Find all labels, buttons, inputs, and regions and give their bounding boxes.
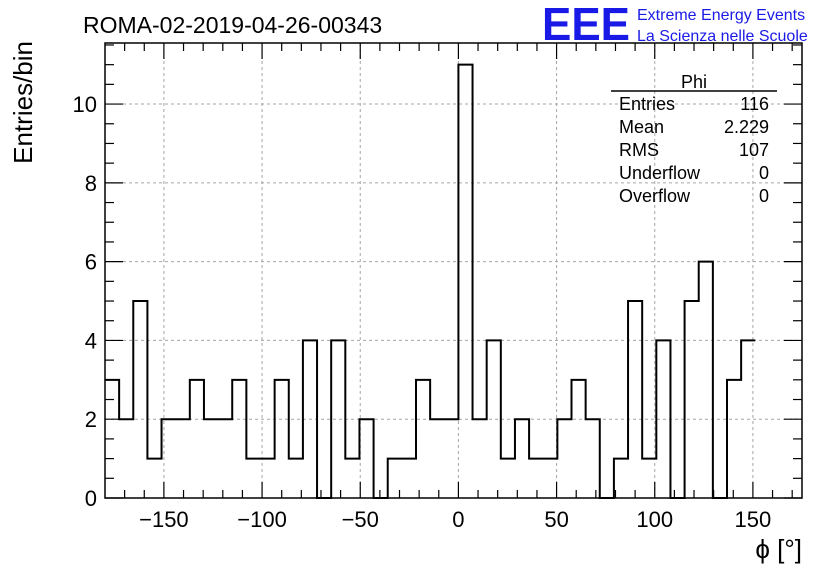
plot-frame <box>104 42 803 499</box>
histogram-bin-24 <box>444 419 458 498</box>
histogram-bin-26 <box>473 419 487 498</box>
histogram-bin-37 <box>628 301 642 498</box>
histogram-bin-30 <box>529 459 543 498</box>
stats-value-mean: 2.229 <box>724 117 769 137</box>
y-tick-label-2: 4 <box>85 328 97 353</box>
histogram-bin-41 <box>685 301 699 498</box>
histogram-bin-9 <box>232 380 246 498</box>
org-name-line1: Extreme Energy Events <box>637 7 805 24</box>
stats-label-entries: Entries <box>619 94 675 114</box>
histogram-bin-1 <box>119 419 133 498</box>
stats-value-entries: 116 <box>740 94 769 114</box>
histogram-bin-10 <box>246 459 260 498</box>
histogram-bin-34 <box>586 419 600 498</box>
stats-value-underflow: 0 <box>759 163 769 183</box>
histogram-bin-12 <box>275 380 289 498</box>
histogram-bin-18 <box>359 419 373 498</box>
stats-box: Phi Entries 116 Mean 2.229 RMS 107 Underflow 0 O… <box>611 72 777 206</box>
histogram-bin-29 <box>515 419 529 498</box>
histogram-bin-22 <box>416 380 430 498</box>
stats-label-overflow: Overflow <box>619 186 691 206</box>
histogram-bin-2 <box>133 301 147 498</box>
histogram-bin-44 <box>727 380 741 498</box>
histogram-bars <box>105 63 756 499</box>
histogram-bin-32 <box>557 419 571 498</box>
y-tick-label-5: 10 <box>73 92 97 117</box>
x-tick-label-5: 100 <box>636 507 673 532</box>
grid-lines <box>105 43 802 498</box>
x-tick-label-2: −50 <box>342 507 379 532</box>
axis-ticks <box>105 43 802 499</box>
histogram-bin-21 <box>402 459 416 498</box>
histogram-outline <box>105 63 756 499</box>
stats-label-mean: Mean <box>619 117 664 137</box>
stats-title: Phi <box>681 72 707 92</box>
y-axis-label: Entries/bin <box>8 41 38 164</box>
x-tick-label-4: 50 <box>544 507 568 532</box>
histogram-bin-17 <box>345 459 359 498</box>
histogram-bin-28 <box>501 459 515 498</box>
stats-label-underflow: Underflow <box>619 163 701 183</box>
y-tick-label-0: 0 <box>85 486 97 511</box>
histogram-bin-31 <box>543 459 557 498</box>
histogram-bin-5 <box>176 419 190 498</box>
histogram-bin-7 <box>204 419 218 498</box>
histogram-bin-27 <box>487 340 501 498</box>
eee-logo: EEE <box>542 0 630 50</box>
histogram-bin-23 <box>430 419 444 498</box>
x-tick-label-1: −100 <box>237 507 287 532</box>
x-tick-label-0: −150 <box>139 507 189 532</box>
stats-value-overflow: 0 <box>759 186 769 206</box>
y-tick-label-3: 6 <box>85 250 97 275</box>
x-tick-label-3: 0 <box>452 507 464 532</box>
run-title: ROMA-02-2019-04-26-00343 <box>83 12 382 38</box>
x-axis-label: ϕ [°] <box>755 534 802 564</box>
histogram-bin-42 <box>699 262 713 498</box>
histogram-bin-33 <box>571 380 585 498</box>
histogram-bin-25 <box>458 65 472 498</box>
histogram-bin-8 <box>218 419 232 498</box>
stats-label-rms: RMS <box>619 140 659 160</box>
y-tick-label-4: 8 <box>85 171 97 196</box>
stats-value-rms: 107 <box>739 140 769 160</box>
histogram-bin-3 <box>147 459 161 498</box>
plot-border <box>104 42 803 499</box>
org-name-line2: La Scienza nelle Scuole <box>637 28 808 45</box>
x-tick-label-6: 150 <box>735 507 772 532</box>
axis-tick-labels: −150 −100 −50 0 50 100 150 0 2 4 6 8 10 <box>73 92 772 532</box>
histogram-bin-6 <box>190 380 204 498</box>
y-tick-label-1: 2 <box>85 407 97 432</box>
